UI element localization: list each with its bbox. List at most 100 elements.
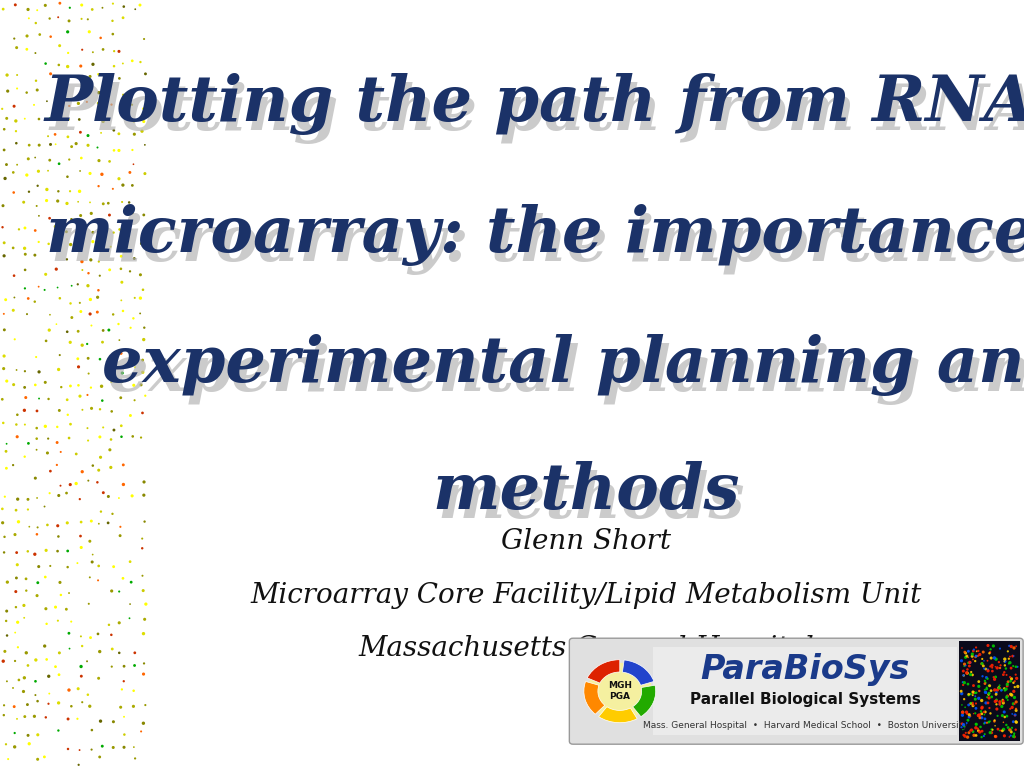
Point (11, 223, 28, 236)
Point (10, 515, 27, 528)
Point (956, 658, 973, 670)
Point (989, 684, 1006, 696)
Point (0, 323, 12, 336)
Point (90, 256, 106, 268)
Point (995, 716, 1012, 728)
Point (0, 393, 10, 406)
Point (1006, 650, 1022, 662)
Point (985, 671, 1001, 684)
Point (63, 141, 80, 153)
Point (1006, 729, 1022, 741)
Point (32, 28, 48, 41)
Point (1006, 727, 1022, 740)
Point (988, 703, 1005, 715)
Point (40, 164, 56, 177)
Point (73, 670, 89, 682)
Text: methods: methods (437, 470, 745, 531)
Text: Microarray Core Facility/Lipid Metabolism Unit: Microarray Core Facility/Lipid Metabolis… (251, 581, 922, 609)
Point (79, 389, 95, 401)
Point (0, 158, 14, 170)
Point (965, 726, 981, 738)
Point (16, 672, 33, 684)
Point (955, 665, 972, 677)
Point (134, 407, 151, 419)
Point (16, 113, 33, 125)
Point (1004, 726, 1020, 738)
Point (974, 712, 990, 724)
Point (956, 730, 973, 743)
Point (954, 718, 971, 730)
Point (18, 308, 35, 320)
Point (111, 617, 127, 629)
Point (989, 710, 1006, 722)
Point (74, 264, 90, 276)
Point (1009, 717, 1024, 729)
Point (50, 11, 67, 23)
Point (127, 753, 143, 765)
Point (38, 603, 54, 615)
Point (990, 682, 1007, 694)
Point (0, 503, 10, 515)
Point (18, 169, 35, 181)
Text: Mass. General Hospital  •  Harvard Medical School  •  Boston University: Mass. General Hospital • Harvard Medical… (643, 720, 968, 730)
Point (993, 724, 1010, 737)
Point (1002, 724, 1019, 737)
Point (975, 660, 991, 672)
Point (1004, 673, 1020, 685)
Point (85, 459, 101, 472)
Point (977, 675, 993, 687)
Point (63, 311, 80, 323)
Point (1007, 681, 1023, 694)
Point (968, 702, 984, 714)
Point (983, 652, 999, 664)
Point (58, 603, 75, 615)
Point (991, 682, 1008, 694)
Point (6, 727, 23, 739)
Point (80, 353, 96, 365)
Point (85, 548, 101, 561)
Point (63, 280, 80, 292)
Point (8, 572, 25, 584)
Point (971, 676, 987, 688)
Point (82, 197, 98, 209)
Point (19, 3, 36, 15)
Point (122, 265, 138, 277)
Point (30, 521, 46, 534)
Point (122, 409, 138, 422)
Point (20, 437, 37, 449)
Point (1007, 730, 1023, 743)
Point (20, 293, 37, 305)
Point (127, 647, 143, 659)
Point (89, 306, 105, 318)
Point (998, 690, 1015, 703)
Point (59, 409, 76, 421)
Point (126, 115, 142, 127)
Point (59, 170, 76, 183)
Point (982, 707, 998, 720)
Point (74, 339, 90, 351)
Point (7, 114, 24, 127)
Point (132, 269, 148, 281)
Point (6, 741, 23, 753)
Point (993, 700, 1010, 713)
Point (112, 223, 128, 236)
Point (37, 571, 53, 583)
Point (83, 382, 99, 394)
Point (963, 666, 979, 678)
Point (116, 675, 132, 687)
Point (91, 270, 108, 282)
Point (90, 560, 106, 572)
Point (92, 353, 109, 366)
Point (7, 627, 24, 639)
Point (1005, 716, 1021, 728)
Point (29, 444, 45, 456)
Point (958, 717, 975, 729)
Point (19, 503, 36, 515)
Point (73, 541, 89, 554)
Point (955, 670, 972, 682)
Point (996, 706, 1013, 718)
Point (122, 598, 138, 611)
Point (9, 158, 26, 170)
Point (136, 613, 153, 625)
Point (31, 139, 47, 151)
